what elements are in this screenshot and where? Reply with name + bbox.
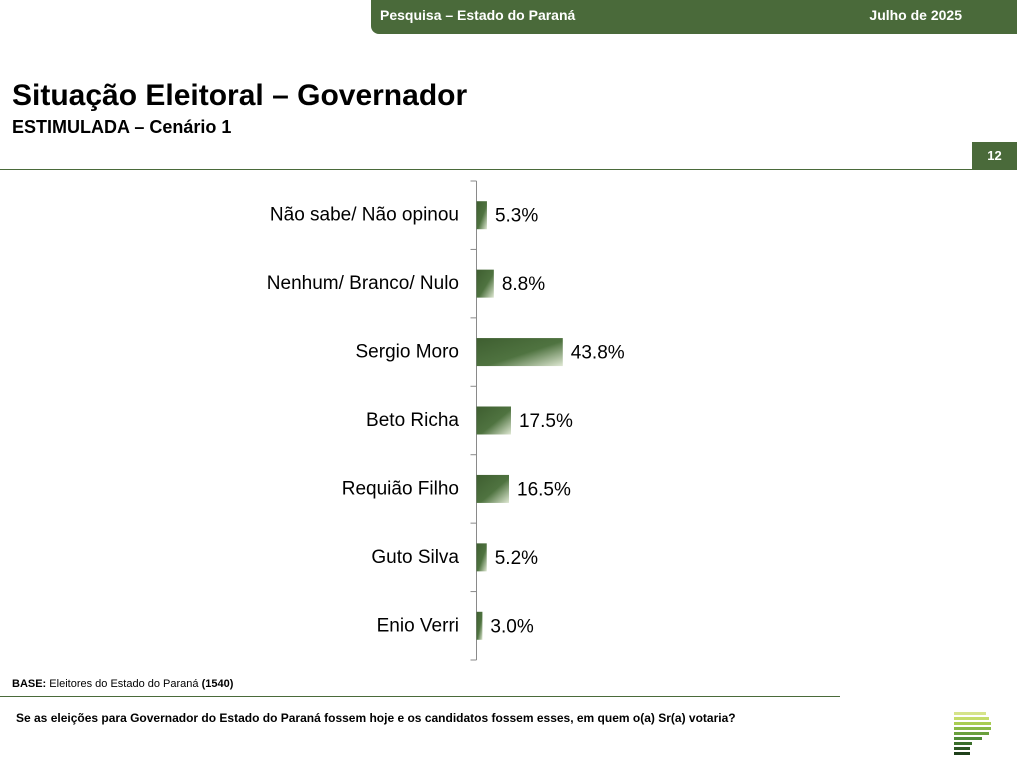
- category-label: Requião Filho: [342, 478, 459, 499]
- value-label: 43.8%: [571, 343, 625, 364]
- value-label: 5.3%: [495, 206, 538, 227]
- base-label: BASE:: [12, 678, 47, 690]
- survey-question: Se as eleições para Governador do Estado…: [16, 711, 736, 725]
- category-label: Beto Richa: [366, 410, 459, 431]
- bar: [476, 474, 510, 503]
- footer-divider: [0, 696, 840, 697]
- bar: [476, 269, 494, 298]
- category-label: Nenhum/ Branco/ Nulo: [267, 273, 459, 294]
- bar: [476, 338, 563, 367]
- title-divider: [0, 169, 972, 170]
- bar: [476, 406, 511, 435]
- company-logo-icon: [954, 712, 991, 755]
- page-subtitle: ESTIMULADA – Cenário 1: [12, 117, 232, 137]
- base-count: (1540): [201, 678, 234, 690]
- bar: [476, 543, 487, 572]
- bar: [476, 611, 483, 640]
- value-label: 8.8%: [502, 274, 545, 295]
- value-label: 16.5%: [517, 479, 571, 500]
- page-number-badge: 12: [972, 142, 1017, 170]
- bar: [476, 201, 487, 230]
- category-label: Sergio Moro: [356, 342, 460, 363]
- survey-title: Pesquisa – Estado do Paraná: [380, 7, 576, 23]
- category-label: Não sabe/ Não opinou: [270, 205, 459, 226]
- value-label: 17.5%: [519, 411, 573, 432]
- base-text: Eleitores do Estado do Paraná: [49, 678, 199, 690]
- survey-date: Julho de 2025: [869, 7, 962, 23]
- page-title: Situação Eleitoral – Governador: [12, 79, 468, 112]
- category-label: Enio Verri: [377, 615, 459, 636]
- value-label: 5.2%: [495, 548, 538, 569]
- base-note: BASE: Eleitores do Estado do Paraná (154…: [12, 678, 233, 690]
- value-label: 3.0%: [490, 616, 533, 637]
- category-label: Guto Silva: [371, 547, 459, 568]
- header-bar: Pesquisa – Estado do Paraná Julho de 202…: [371, 0, 1017, 34]
